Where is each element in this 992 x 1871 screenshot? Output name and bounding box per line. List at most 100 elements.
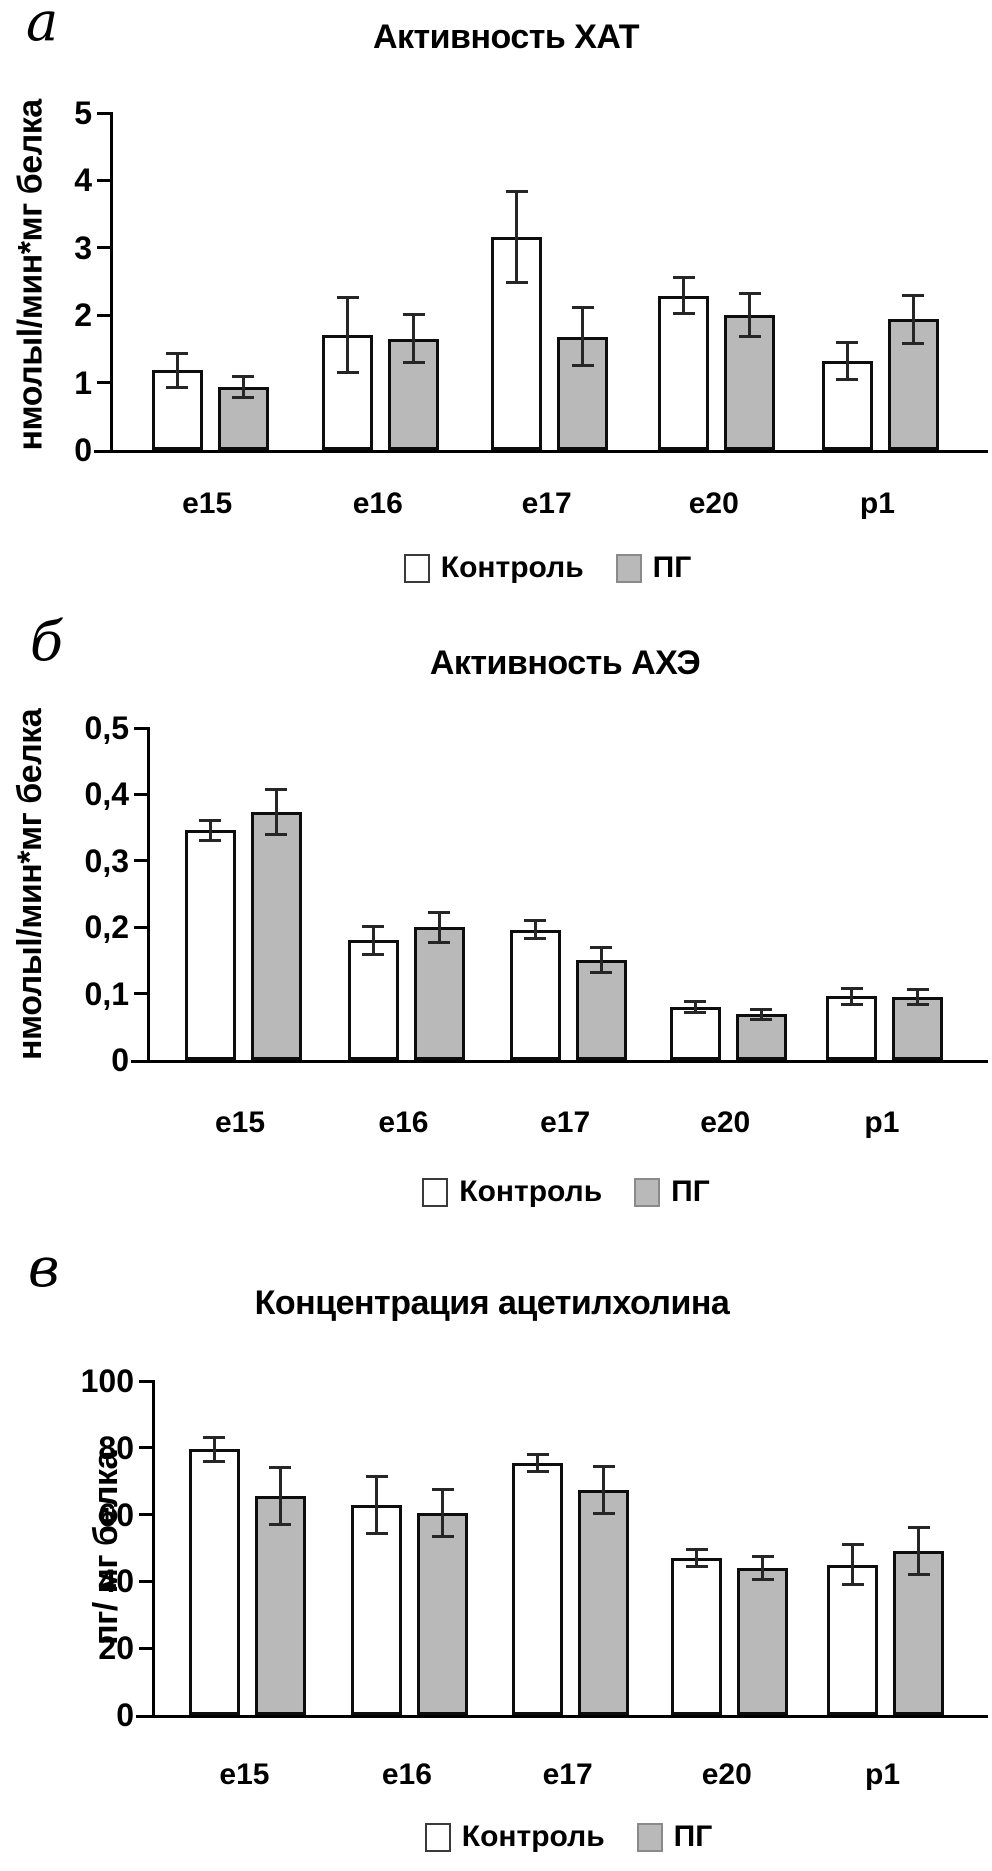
error-cap-bottom xyxy=(571,364,594,368)
error-stem xyxy=(375,1474,379,1535)
legend-swatch-control xyxy=(403,553,430,583)
error-bar-control-e17 xyxy=(526,1452,549,1473)
x-axis-extension xyxy=(136,1715,155,1718)
y-tick xyxy=(139,1579,155,1583)
y-tick xyxy=(97,111,113,115)
y-tick-label: 5 xyxy=(74,95,92,131)
bar-pg-e20 xyxy=(724,315,776,450)
error-stem xyxy=(599,946,603,975)
chart-title-a: Активность ХАТ xyxy=(372,18,640,56)
x-label-e16: e16 xyxy=(381,1758,432,1791)
y-tick xyxy=(97,381,113,385)
y-tick-label: 0,3 xyxy=(84,842,129,879)
legend-item-pg: ПГ xyxy=(615,551,691,585)
panel-letter-a: а xyxy=(26,0,59,53)
error-cap-bottom xyxy=(166,385,189,389)
legend-swatch-pg xyxy=(615,553,642,583)
error-bar-control-e20 xyxy=(672,276,695,316)
legend-item-pg: ПГ xyxy=(634,1175,710,1209)
y-tick-label: 80 xyxy=(98,1429,134,1466)
legend-v: Контроль ПГ xyxy=(269,1820,869,1854)
error-stem xyxy=(278,1466,282,1527)
error-cap-bottom xyxy=(684,1010,707,1014)
error-bar-pg-e20 xyxy=(750,1007,773,1021)
bar-pg-e17 xyxy=(575,960,627,1060)
y-tick-label: 1 xyxy=(74,364,92,401)
y-tick-label: 2 xyxy=(74,297,92,334)
error-stem xyxy=(916,988,920,1006)
error-stem xyxy=(175,352,179,389)
x-label-e17: e17 xyxy=(521,487,572,520)
error-bar-pg-e16 xyxy=(431,1487,454,1538)
error-stem xyxy=(581,306,585,368)
y-tick-label: 3 xyxy=(74,229,92,266)
chart-title-v: Концентрация ацетилхолина xyxy=(254,1284,730,1322)
error-stem xyxy=(602,1464,606,1515)
error-stem xyxy=(212,1436,216,1463)
error-cap-bottom xyxy=(336,370,359,374)
legend-label-control: Контроль xyxy=(461,1820,605,1853)
legend-swatch-pg xyxy=(634,1177,661,1207)
x-label-e15: e15 xyxy=(214,1106,266,1139)
y-tick-label: 20 xyxy=(98,1630,134,1667)
y-tick-label: 60 xyxy=(98,1496,134,1533)
error-cap-bottom xyxy=(902,341,925,345)
error-bar-control-e20 xyxy=(684,1000,707,1014)
error-bar-pg-e17 xyxy=(592,1464,615,1515)
error-cap-bottom xyxy=(906,1002,929,1006)
x-label-e16: e16 xyxy=(378,1106,429,1139)
error-bar-control-e20 xyxy=(685,1548,708,1569)
error-stem xyxy=(346,295,350,374)
bar-control-e20 xyxy=(671,1558,723,1715)
error-stem xyxy=(695,1548,699,1569)
bar-control-e16 xyxy=(347,940,399,1060)
x-label-e15: e15 xyxy=(182,487,233,520)
error-bar-control-e15 xyxy=(203,1436,226,1463)
error-cap-bottom xyxy=(505,281,528,285)
y-tick-label: 0 xyxy=(74,432,92,468)
error-bar-pg-p1 xyxy=(906,988,929,1006)
error-stem xyxy=(208,818,212,842)
error-stem xyxy=(241,375,245,400)
bar-pg-p1 xyxy=(892,996,944,1060)
error-bar-control-e16 xyxy=(365,1474,388,1535)
error-stem xyxy=(911,293,915,345)
error-stem xyxy=(441,1487,445,1538)
legend-swatch-control xyxy=(424,1822,451,1852)
plot-area-a: 0 1 2 3 4 5 xyxy=(74,97,988,466)
error-bar-control-e16 xyxy=(336,295,359,374)
bar-control-e15 xyxy=(188,1449,240,1715)
bar-control-e20 xyxy=(658,295,710,450)
bar-pg-p1 xyxy=(893,1551,945,1715)
error-cap-bottom xyxy=(590,971,613,975)
legend-item-pg: ПГ xyxy=(636,1820,712,1854)
x-label-e20: e20 xyxy=(688,487,739,520)
x-label-e17: e17 xyxy=(540,1106,591,1139)
error-bar-pg-e16 xyxy=(428,910,451,944)
error-cap-bottom xyxy=(672,312,695,316)
error-bar-pg-e17 xyxy=(590,946,613,975)
error-cap-bottom xyxy=(738,335,761,339)
error-stem xyxy=(533,919,537,941)
error-stem xyxy=(851,1543,855,1587)
bar-pg-e20 xyxy=(735,1014,787,1060)
error-cap-bottom xyxy=(592,1511,615,1515)
error-cap-bottom xyxy=(840,1002,863,1006)
error-bar-control-e16 xyxy=(362,924,385,957)
error-cap-bottom xyxy=(526,1469,549,1473)
x-label-e16: e16 xyxy=(352,487,403,520)
error-bar-pg-p1 xyxy=(907,1526,930,1577)
error-bar-pg-e15 xyxy=(232,375,255,400)
y-axis-label-b: нмолыl/мин*мг белка xyxy=(11,708,49,1060)
x-label-e15: e15 xyxy=(219,1758,270,1791)
legend-item-control: Контроль xyxy=(424,1820,605,1854)
legend-a: Контроль ПГ xyxy=(248,551,848,585)
error-stem xyxy=(682,276,686,316)
error-stem xyxy=(371,924,375,957)
error-bar-control-e17 xyxy=(524,919,547,941)
error-stem xyxy=(748,292,752,339)
error-cap-bottom xyxy=(269,1523,292,1527)
error-bar-pg-e15 xyxy=(269,1466,292,1527)
bar-pg-e15 xyxy=(250,812,302,1060)
x-label-e20: e20 xyxy=(700,1106,751,1139)
